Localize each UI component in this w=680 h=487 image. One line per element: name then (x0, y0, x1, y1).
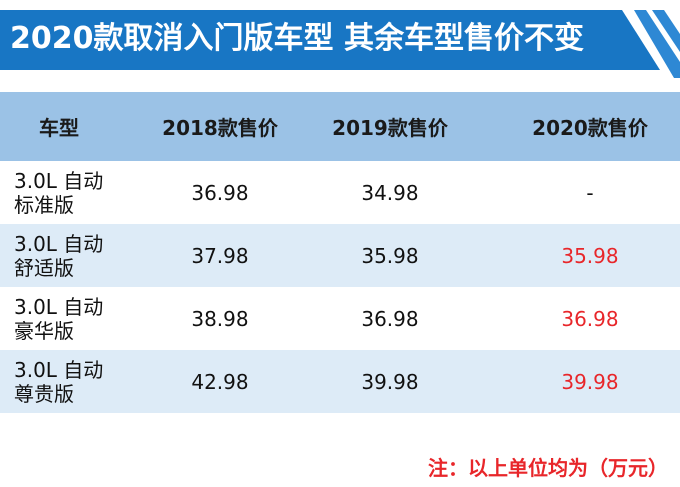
row-model: 3.0L 自动标准版 (14, 168, 104, 217)
table-row: 3.0L 自动豪华版 38.98 36.98 36.98 (0, 287, 680, 350)
row-2020-price: 39.98 (561, 369, 619, 394)
row-model: 3.0L 自动尊贵版 (14, 357, 104, 406)
row-2019-price: 35.98 (361, 243, 419, 268)
row-model: 3.0L 自动舒适版 (14, 231, 104, 280)
header-model: 车型 (39, 116, 79, 140)
banner-shape (0, 10, 680, 78)
row-2019-price: 36.98 (361, 306, 419, 331)
banner-title: 2020款取消入门版车型 其余车型售价不变 (10, 21, 584, 56)
price-table: 车型 2018款售价 2019款售价 2020款售价 3.0L 自动标准版 36… (0, 92, 680, 413)
unit-note: 注：以上单位均为（万元） (428, 456, 668, 480)
table-row: 3.0L 自动舒适版 37.98 35.98 35.98 (0, 224, 680, 287)
header-2018-price: 2018款售价 (162, 116, 278, 140)
row-2019-price: 34.98 (361, 180, 419, 205)
row-model: 3.0L 自动豪华版 (14, 294, 104, 343)
row-2020-price: 36.98 (561, 306, 619, 331)
table-row: 3.0L 自动尊贵版 42.98 39.98 39.98 (0, 350, 680, 413)
header-2019-price: 2019款售价 (332, 116, 448, 140)
header-2020-price: 2020款售价 (532, 116, 648, 140)
title-banner: 2020款取消入门版车型 其余车型售价不变 (0, 0, 680, 78)
table-header-row: 车型 2018款售价 2019款售价 2020款售价 (0, 92, 680, 161)
table-row: 3.0L 自动标准版 36.98 34.98 - (0, 161, 680, 224)
row-2018-price: 38.98 (191, 306, 249, 331)
row-2019-price: 39.98 (361, 369, 419, 394)
row-2018-price: 37.98 (191, 243, 249, 268)
row-2020-price: 35.98 (561, 243, 619, 268)
row-2018-price: 42.98 (191, 369, 249, 394)
row-2020-price: - (586, 180, 594, 205)
row-2018-price: 36.98 (191, 180, 249, 205)
